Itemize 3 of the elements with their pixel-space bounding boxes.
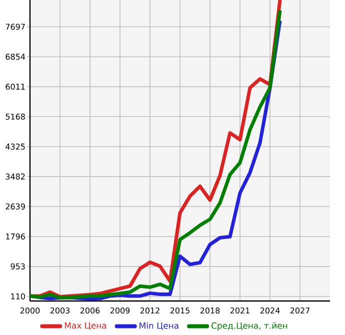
legend-label: Max Цена xyxy=(64,322,106,330)
legend-label: Min Цена xyxy=(140,322,178,330)
legend-label: Сред.Цена, т.йен xyxy=(212,322,288,330)
